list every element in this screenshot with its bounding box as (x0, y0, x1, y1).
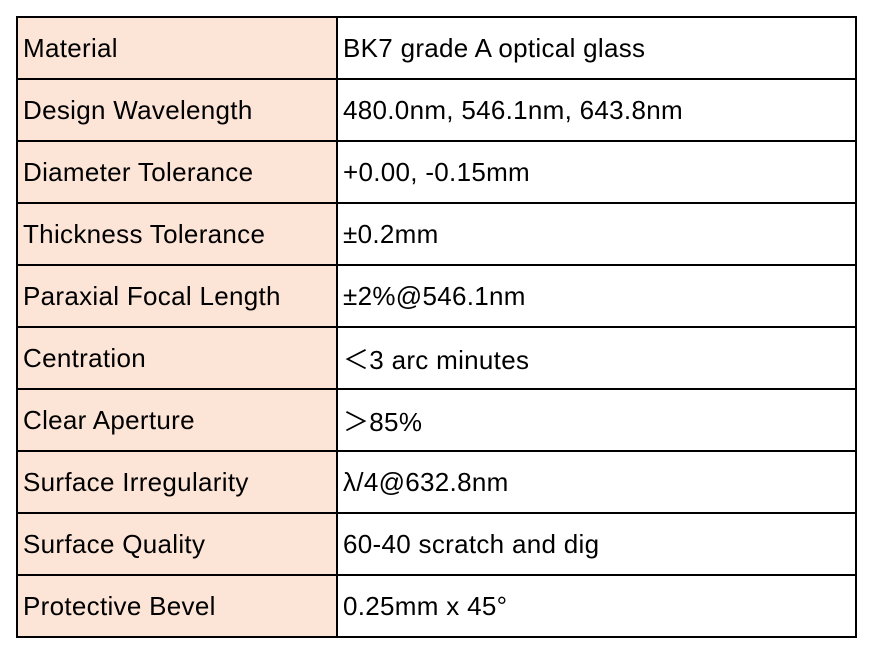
table-row: Protective Bevel 0.25mm x 45° (16, 574, 857, 638)
spec-value: 60-40 scratch and dig (336, 512, 857, 576)
table-row: Material BK7 grade A optical glass (16, 16, 857, 80)
spec-name: Clear Aperture (16, 388, 338, 452)
spec-name: Diameter Tolerance (16, 140, 338, 204)
table-row: Diameter Tolerance +0.00, -0.15mm (16, 140, 857, 204)
table-row: Paraxial Focal Length ±2%@546.1nm (16, 264, 857, 328)
table-row: Design Wavelength 480.0nm, 546.1nm, 643.8… (16, 78, 857, 142)
spec-value: ＜3 arc minutes (336, 326, 857, 390)
spec-name: Paraxial Focal Length (16, 264, 338, 328)
spec-value: ±2%@546.1nm (336, 264, 857, 328)
spec-value: 480.0nm, 546.1nm, 643.8nm (336, 78, 857, 142)
spec-name: Centration (16, 326, 338, 390)
table-row: Surface Irregularity λ/4@632.8nm (16, 450, 857, 514)
table-row: Clear Aperture ＞85% (16, 388, 857, 452)
spec-value: 0.25mm x 45° (336, 574, 857, 638)
spec-name: Design Wavelength (16, 78, 338, 142)
spec-name: Surface Quality (16, 512, 338, 576)
spec-value: ±0.2mm (336, 202, 857, 266)
table-body: Material BK7 grade A optical glass Design … (16, 16, 857, 638)
spec-value: λ/4@632.8nm (336, 450, 857, 514)
spec-name: Surface Irregularity (16, 450, 338, 514)
spec-value: BK7 grade A optical glass (336, 16, 857, 80)
spec-name: Material (16, 16, 338, 80)
table-row: Thickness Tolerance ±0.2mm (16, 202, 857, 266)
spec-value: ＞85% (336, 388, 857, 452)
table-row: Centration ＜3 arc minutes (16, 326, 857, 390)
table-row: Surface Quality 60-40 scratch and dig (16, 512, 857, 576)
spec-value: +0.00, -0.15mm (336, 140, 857, 204)
spec-table: Material BK7 grade A optical glass Design … (16, 16, 857, 638)
spec-name: Thickness Tolerance (16, 202, 338, 266)
spec-name: Protective Bevel (16, 574, 338, 638)
